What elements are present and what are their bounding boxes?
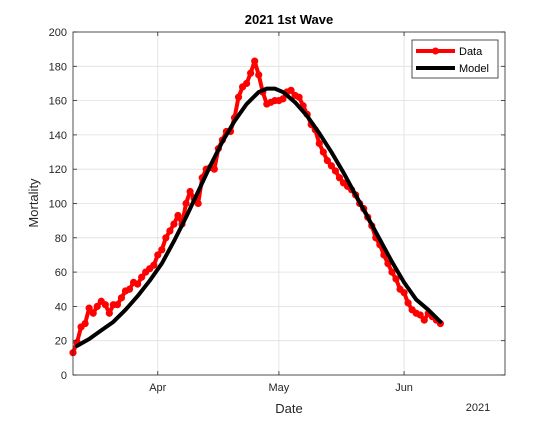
data-point bbox=[255, 71, 263, 79]
data-point bbox=[174, 211, 182, 220]
x-axis-label: Date bbox=[275, 401, 302, 416]
data-point bbox=[170, 220, 178, 228]
y-tick-label: 20 bbox=[55, 336, 67, 348]
data-point bbox=[420, 316, 428, 324]
x-tick-label: Jun bbox=[395, 382, 413, 394]
data-point bbox=[182, 199, 190, 208]
legend-label-data: Data bbox=[459, 46, 483, 58]
data-point bbox=[194, 199, 202, 208]
data-point bbox=[323, 157, 331, 165]
data-point bbox=[279, 95, 287, 103]
data-point bbox=[154, 251, 162, 259]
y-axis-label: Mortality bbox=[26, 178, 41, 228]
legend-marker-data bbox=[432, 47, 439, 55]
data-point bbox=[101, 301, 109, 309]
data-point bbox=[295, 93, 303, 101]
y-tick-label: 40 bbox=[55, 301, 67, 313]
data-point bbox=[150, 261, 158, 269]
data-point bbox=[210, 165, 218, 173]
y-tick-label: 100 bbox=[49, 199, 67, 211]
data-point bbox=[113, 301, 122, 309]
data-point bbox=[134, 280, 142, 288]
data-point bbox=[81, 319, 89, 328]
data-point bbox=[327, 162, 335, 170]
data-point bbox=[158, 246, 166, 254]
data-point bbox=[93, 302, 101, 310]
data-point bbox=[105, 309, 113, 317]
data-point bbox=[186, 187, 194, 196]
data-point bbox=[335, 174, 344, 182]
data-point bbox=[392, 275, 400, 283]
legend-box bbox=[411, 39, 499, 79]
chart-title: 2021 1st Wave bbox=[245, 12, 333, 27]
data-point bbox=[388, 268, 396, 276]
data-point bbox=[247, 69, 255, 77]
data-point bbox=[319, 148, 327, 156]
data-point bbox=[85, 304, 93, 312]
data-point bbox=[416, 311, 424, 319]
y-tick-label: 140 bbox=[49, 130, 67, 142]
data-point bbox=[243, 79, 251, 88]
axis-layer: 0 20 40 60 80 100 120 140 160 180 200 Apr May Jun bbox=[49, 27, 505, 394]
y-tick-label: 60 bbox=[55, 267, 67, 279]
data-point bbox=[162, 234, 170, 242]
x-tick-label: Apr bbox=[149, 382, 166, 394]
model-series-line bbox=[75, 86, 443, 348]
legend-label-model: Model bbox=[459, 63, 489, 75]
data-point bbox=[89, 309, 97, 317]
y-tick-label: 80 bbox=[55, 233, 67, 245]
data-point bbox=[400, 289, 408, 297]
y-tick-label: 160 bbox=[49, 96, 67, 108]
y-tick-label: 180 bbox=[49, 61, 67, 73]
x-axis-year-label: 2021 bbox=[466, 402, 490, 414]
data-point bbox=[138, 273, 146, 281]
series-layer bbox=[69, 57, 444, 357]
y-tick-label: 120 bbox=[49, 164, 67, 176]
x-tick-label: May bbox=[269, 382, 290, 394]
data-point bbox=[125, 285, 134, 293]
data-point bbox=[404, 299, 412, 307]
data-point bbox=[331, 167, 340, 175]
data-point bbox=[166, 227, 174, 235]
data-point bbox=[234, 93, 243, 101]
legend: Data Model bbox=[411, 39, 499, 79]
y-tick-label: 200 bbox=[49, 27, 67, 39]
data-point bbox=[251, 57, 259, 65]
data-point bbox=[315, 139, 323, 148]
y-tick-label: 0 bbox=[61, 370, 67, 382]
data-point bbox=[117, 294, 126, 302]
data-point bbox=[287, 86, 295, 94]
